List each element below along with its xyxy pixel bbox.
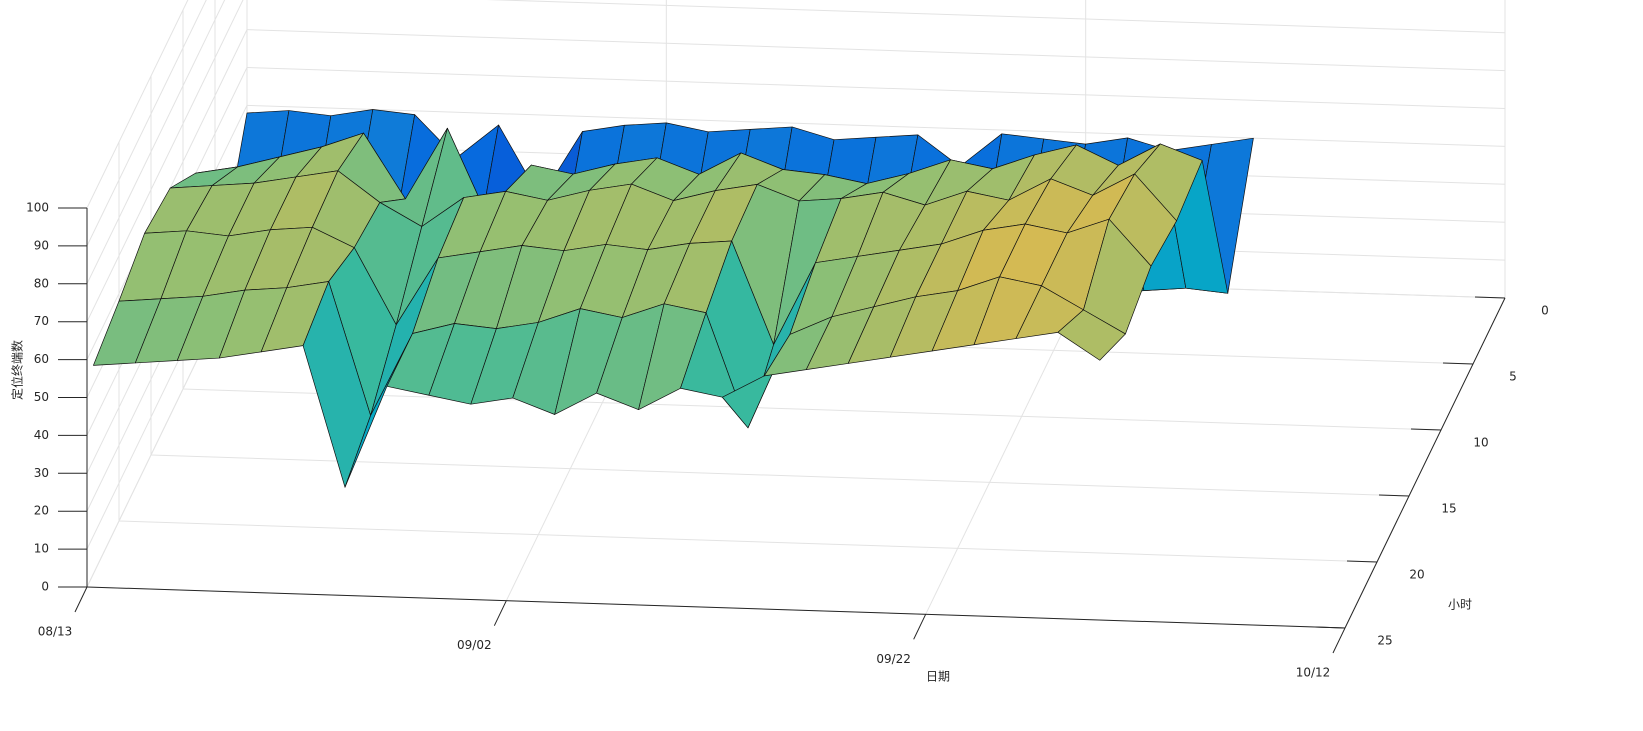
y-axis-title: 小时 <box>1448 598 1472 612</box>
grid-line <box>246 29 1506 72</box>
surface <box>93 109 1254 488</box>
x-tick-label: 09/02 <box>457 638 492 652</box>
y-tick-label: 5 <box>1509 370 1517 384</box>
grid-line <box>150 454 1410 497</box>
tick-mark <box>1442 362 1474 365</box>
z-tick-label: 70 <box>34 314 49 328</box>
grid-line <box>86 0 189 209</box>
grid-line <box>118 520 1378 563</box>
tick-mark <box>74 586 88 613</box>
grid-line <box>182 388 1442 431</box>
x-axis-line <box>86 586 1346 629</box>
z-tick-label: 80 <box>34 276 49 290</box>
y-axis-line <box>1344 297 1506 629</box>
z-tick-label: 90 <box>34 238 49 252</box>
grid-line <box>86 0 226 285</box>
grid-line <box>86 0 244 322</box>
x-tick-label: 10/12 <box>1296 666 1331 680</box>
grid-line <box>86 0 207 247</box>
y-tick-label: 20 <box>1409 568 1424 582</box>
x-tick-label: 09/22 <box>876 652 911 666</box>
z-tick-label: 40 <box>34 428 49 442</box>
tick-mark <box>1346 560 1378 563</box>
x-tick-label: 08/13 <box>38 625 73 639</box>
y-tick-label: 10 <box>1473 436 1488 450</box>
surface-patch <box>1057 309 1126 361</box>
grid-line <box>925 284 1087 615</box>
tick-mark <box>493 600 507 626</box>
z-tick-label: 50 <box>34 390 49 404</box>
z-tick-label: 60 <box>34 352 49 366</box>
y-tick-label: 25 <box>1377 634 1392 648</box>
tick-mark <box>1474 296 1506 299</box>
tick-mark <box>913 614 927 640</box>
y-tick-label: 15 <box>1441 502 1456 516</box>
grid-line <box>246 67 1506 109</box>
tick-mark <box>1378 494 1410 497</box>
tick-mark <box>1332 627 1346 654</box>
z-axis-title: 定位终端数 <box>10 340 25 400</box>
z-tick-label: 0 <box>41 580 49 594</box>
z-tick-label: 30 <box>34 466 49 480</box>
z-tick-label: 20 <box>34 504 49 518</box>
x-axis-title: 日期 <box>926 670 950 684</box>
grid-line <box>486 0 1506 34</box>
z-tick-label: 10 <box>34 542 49 556</box>
tick-mark <box>1410 428 1442 431</box>
axes: 08/13 09/02 09/22 10/12 0 5 10 15 20 25 0 10 20 30 40 5… <box>26 201 1549 680</box>
grid-line <box>246 104 1506 147</box>
y-tick-label: 0 <box>1541 304 1549 318</box>
z-tick-label: 100 <box>26 201 49 215</box>
